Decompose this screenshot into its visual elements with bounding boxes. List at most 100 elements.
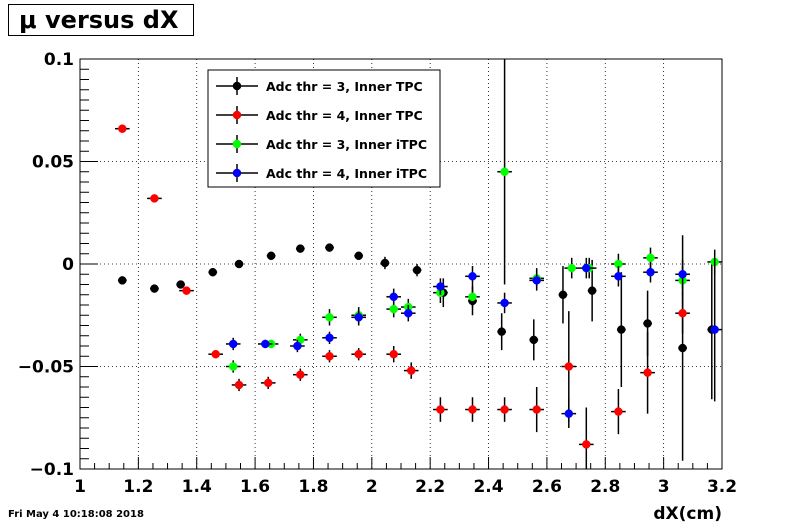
y-tick-label: 0 [62, 255, 74, 275]
chart-title-box: μ versus dX [8, 4, 194, 36]
x-tick-label: 1.4 [182, 477, 212, 497]
marker [582, 263, 591, 273]
marker [176, 280, 185, 289]
data-point [293, 368, 308, 381]
marker [228, 339, 238, 349]
marker [325, 313, 334, 322]
marker [678, 308, 687, 318]
data-point [497, 397, 512, 422]
data-point [225, 337, 241, 351]
legend-label: Adc thr = 3, Inner TPC [266, 79, 423, 94]
data-point [325, 243, 334, 252]
y-tick-label: −0.1 [30, 460, 74, 480]
data-point [150, 284, 159, 293]
data-point [579, 407, 594, 469]
data-point [295, 244, 305, 253]
data-point [386, 346, 401, 363]
marker [582, 440, 591, 449]
legend-item: Adc thr = 4, Inner iTPC [216, 164, 427, 182]
marker [389, 349, 398, 359]
marker [406, 366, 416, 375]
marker [261, 339, 270, 349]
marker [389, 292, 398, 302]
y-tick-label: −0.05 [18, 358, 74, 378]
marker [587, 286, 597, 295]
x-tick-label: 3.2 [707, 477, 737, 497]
marker [380, 258, 390, 268]
data-point [115, 124, 130, 133]
marker [293, 341, 302, 351]
data-point [266, 251, 276, 261]
data-point [380, 256, 390, 270]
data-point [176, 280, 186, 289]
data-point [611, 389, 626, 435]
marker [500, 167, 509, 176]
marker [266, 251, 276, 261]
marker [436, 282, 445, 291]
data-point [640, 331, 655, 414]
x-axis-label: dX(cm) [653, 504, 722, 524]
data-point [529, 319, 539, 361]
series-4 [225, 257, 722, 428]
data-point [322, 350, 337, 363]
marker [710, 325, 719, 334]
data-point [290, 339, 305, 353]
marker [614, 407, 623, 416]
data-point [675, 292, 690, 334]
data-point [403, 362, 419, 379]
data-point [579, 257, 594, 279]
data-point [351, 348, 366, 361]
data-point [643, 261, 658, 283]
timestamp: Fri May 4 10:18:08 2018 [8, 509, 144, 520]
legend-label: Adc thr = 4, Inner iTPC [266, 166, 427, 181]
marker [564, 362, 574, 371]
marker [500, 298, 509, 308]
data-point [616, 272, 626, 387]
data-point [529, 387, 544, 433]
marker [325, 333, 334, 343]
data-point [558, 266, 568, 324]
data-point [433, 278, 448, 295]
data-layer [115, 59, 722, 469]
marker [296, 244, 305, 253]
data-point [234, 259, 244, 269]
data-point [707, 257, 722, 402]
marker [150, 194, 159, 203]
legend-item: Adc thr = 3, Inner TPC [216, 77, 423, 95]
marker [296, 370, 305, 379]
marker [228, 362, 238, 371]
x-tick-label: 1.6 [240, 477, 270, 497]
marker [529, 335, 539, 345]
marker [678, 270, 687, 279]
data-point [564, 257, 580, 279]
data-point [561, 399, 577, 428]
marker [211, 349, 220, 359]
marker [564, 409, 574, 418]
data-point [354, 251, 364, 261]
legend-item: Adc thr = 4, Inner TPC [216, 106, 423, 124]
marker [678, 343, 687, 353]
data-point [231, 378, 247, 392]
legend-layer: Adc thr = 3, Inner TPC Adc thr = 4, Inner… [207, 69, 441, 188]
data-point [529, 270, 544, 291]
series-1 [117, 235, 717, 461]
x-tick-label: 2.2 [415, 477, 445, 497]
marker [567, 263, 576, 273]
marker [234, 380, 244, 390]
data-point [386, 288, 401, 305]
marker [354, 349, 363, 359]
x-tick-label: 2 [366, 477, 378, 497]
x-tick-label: 1.2 [123, 477, 153, 497]
data-point [322, 309, 337, 326]
marker [468, 272, 477, 281]
axis-layer: 1 1.2 1.4 1.6 1.8 2 2.2 2.4 2.6 2.8 3 3.2 0.1 0.05 0 −0… [18, 50, 737, 497]
marker [643, 368, 652, 377]
chart-title: μ versus dX [19, 6, 179, 34]
x-tick-label: 3 [658, 477, 670, 497]
legend-marker [232, 168, 242, 178]
data-point [465, 266, 480, 287]
data-point [147, 194, 162, 203]
y-tick-label: 0.1 [44, 50, 74, 70]
data-point [675, 259, 690, 289]
